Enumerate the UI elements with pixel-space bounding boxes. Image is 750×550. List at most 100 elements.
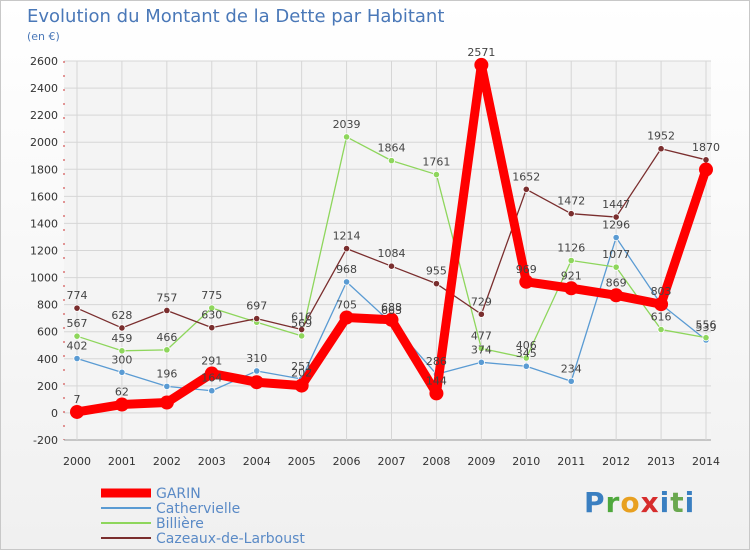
data-label: 402: [67, 340, 88, 353]
data-label: 202: [291, 367, 312, 380]
data-point: [522, 354, 530, 362]
y-tick-label: 2600: [30, 55, 58, 68]
data-point: [612, 233, 620, 242]
data-label: 616: [291, 311, 312, 324]
data-label: 1472: [557, 195, 585, 208]
data-label: 616: [651, 311, 672, 324]
data-point: [612, 263, 620, 271]
x-tick-label: 2013: [647, 455, 675, 468]
y-tick-label: 200: [37, 380, 58, 393]
data-point: [298, 325, 306, 334]
data-label: 1447: [602, 198, 630, 211]
data-point: [70, 404, 84, 419]
data-point: [654, 297, 669, 312]
data-label: 663: [381, 304, 402, 317]
data-label: 869: [606, 276, 627, 289]
x-tick-label: 2014: [692, 455, 720, 468]
data-label: 477: [471, 329, 492, 342]
data-point: [163, 382, 171, 390]
data-point: [429, 386, 444, 401]
x-tick-label: 2006: [333, 455, 361, 468]
data-point: [159, 395, 174, 410]
x-tick-label: 2005: [288, 455, 316, 468]
legend-label: Billière: [156, 516, 204, 532]
data-label: 729: [471, 295, 492, 308]
data-label: 310: [246, 352, 267, 365]
data-point: [163, 306, 171, 315]
data-label: 774: [67, 289, 88, 302]
data-label: 345: [516, 347, 537, 360]
x-tick-label: 2001: [108, 455, 136, 468]
data-label: 969: [516, 263, 537, 276]
data-point: [118, 347, 126, 355]
data-label: 1126: [557, 242, 585, 255]
y-tick-label: 400: [37, 353, 58, 366]
data-label: 300: [111, 353, 132, 366]
data-point: [298, 332, 306, 340]
data-point: [699, 162, 713, 177]
data-point: [567, 210, 575, 218]
data-point: [567, 256, 575, 265]
data-point: [519, 274, 534, 289]
data-point: [477, 358, 485, 366]
data-label: 705: [336, 299, 357, 312]
data-label: 2039: [333, 118, 361, 131]
x-tick-label: 2008: [422, 455, 450, 468]
data-label: 196: [156, 367, 177, 380]
data-label: 286: [426, 355, 447, 368]
data-label: 921: [561, 269, 582, 282]
data-point: [208, 387, 216, 395]
data-point: [612, 213, 620, 221]
data-point: [208, 324, 216, 332]
data-point: [163, 346, 171, 354]
data-label: 251: [291, 360, 312, 373]
chart-title: Evolution du Montant de la Dette par Hab…: [27, 6, 445, 27]
data-point: [609, 288, 624, 303]
data-label: 803: [651, 285, 672, 298]
x-tick-label: 2009: [467, 455, 495, 468]
data-point: [384, 312, 399, 327]
data-label: 291: [201, 355, 222, 368]
data-label: 569: [291, 317, 312, 330]
x-tick-label: 2004: [243, 455, 271, 468]
data-label: 1864: [378, 142, 406, 155]
data-point: [657, 145, 665, 153]
data-point: [253, 314, 261, 323]
chart-subtitle: (en €): [27, 30, 60, 43]
data-point: [657, 325, 665, 334]
data-point: [432, 280, 441, 288]
data-label: 539: [696, 321, 717, 334]
data-label: 1296: [602, 219, 630, 232]
data-point: [522, 362, 530, 370]
x-tick-label: 2012: [602, 455, 630, 468]
data-point: [118, 368, 126, 376]
y-tick-label: 0: [51, 407, 58, 420]
data-label: 62: [115, 386, 129, 399]
y-tick-label: 1400: [30, 217, 58, 230]
y-tick-label: 2000: [30, 136, 58, 149]
data-point: [342, 133, 351, 141]
data-point: [702, 156, 710, 164]
data-label: 630: [201, 309, 222, 322]
data-point: [522, 185, 530, 193]
x-tick-label: 2000: [63, 455, 91, 468]
x-tick-label: 2010: [512, 455, 540, 468]
data-label: 556: [696, 319, 717, 332]
data-point: [432, 170, 441, 179]
data-label: 406: [516, 339, 537, 352]
y-tick-label: -200: [33, 434, 58, 447]
data-label: 1077: [602, 248, 630, 261]
data-point: [564, 281, 579, 296]
data-point: [342, 245, 351, 253]
data-label: 968: [336, 263, 357, 276]
data-label: 1652: [512, 170, 540, 183]
y-tick-label: 600: [37, 326, 58, 339]
data-label: 775: [201, 289, 222, 302]
data-label: 374: [471, 343, 492, 356]
data-label: 1084: [378, 247, 406, 260]
data-point: [474, 57, 489, 72]
data-point: [118, 324, 126, 332]
data-label: 144: [426, 374, 447, 387]
